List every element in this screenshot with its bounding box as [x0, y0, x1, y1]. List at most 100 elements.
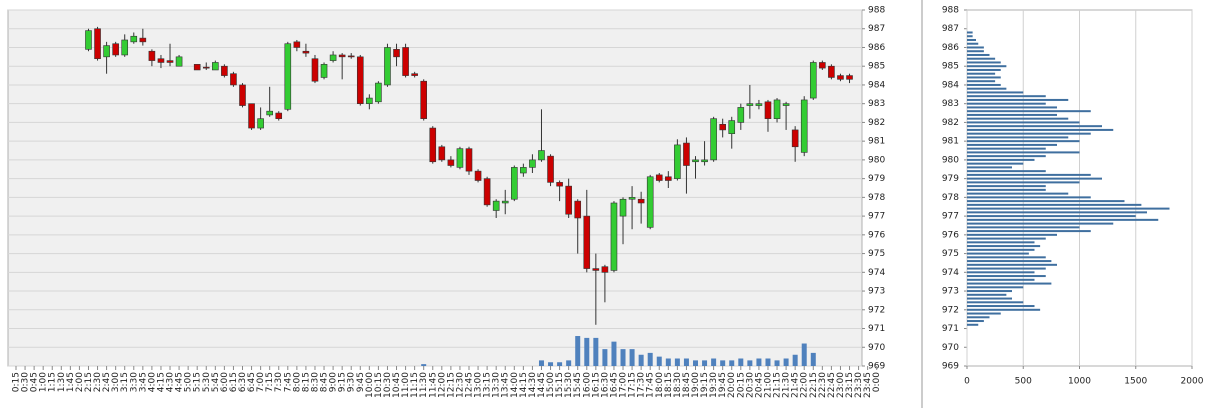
- profile-bar: [967, 181, 1080, 184]
- y-tick-label: 986: [868, 43, 885, 53]
- y-tick-label: 979: [868, 174, 885, 184]
- candle-body: [791, 129, 799, 148]
- y-tick-label: 987: [868, 24, 885, 34]
- volume-bar: [756, 358, 762, 366]
- candle-body: [547, 155, 554, 183]
- x-tick-label: 7:15: [265, 372, 275, 392]
- candle-body: [782, 103, 790, 106]
- profile-bar: [967, 95, 1046, 98]
- candle-body: [420, 80, 428, 119]
- x-tick-label: 3:45: [138, 372, 148, 392]
- x-tick-label: 16:30: [600, 372, 610, 398]
- y-tick-label: 973: [942, 287, 959, 297]
- x-tick-label: 0:00: [872, 372, 882, 392]
- candle-body: [556, 182, 563, 187]
- candle-body: [456, 148, 464, 168]
- candle-body: [483, 178, 491, 206]
- profile-bar: [967, 117, 1069, 120]
- x-tick-label: 15:45: [573, 372, 583, 398]
- x-tick-label: 10:30: [383, 372, 393, 398]
- x-tick-label: 10:15: [374, 372, 384, 398]
- x-tick-label: 1:45: [66, 372, 76, 392]
- y-tick-label: 982: [942, 118, 959, 128]
- x-tick-label: 14:45: [537, 372, 547, 398]
- candle-body: [212, 62, 219, 71]
- candle-body: [710, 118, 717, 161]
- x-tick-label: 4:30: [166, 372, 176, 392]
- profile-bar: [967, 252, 1029, 255]
- volume-bar: [638, 354, 644, 366]
- x-tick-label: 6:00: [220, 372, 230, 392]
- x-tick-label: 12:00: [437, 372, 447, 398]
- x-tick-label: 9:45: [356, 372, 366, 392]
- y-tick-label: 978: [942, 193, 959, 203]
- y-tick-label: 974: [868, 268, 885, 278]
- x-tick-label: 2:30: [93, 372, 103, 392]
- profile-bar: [967, 46, 984, 49]
- x-tick-label: 12:15: [446, 372, 456, 398]
- profile-bar: [967, 53, 990, 56]
- profile-bar: [967, 241, 1035, 244]
- x-tick-label: 10:00: [365, 372, 375, 398]
- x-tick-label: 19:45: [718, 372, 728, 398]
- candle-body: [239, 84, 246, 106]
- profile-bar: [967, 31, 973, 34]
- x-tick-label: 11:15: [410, 372, 420, 398]
- x-tick-label: 2000: [1181, 377, 1204, 387]
- volume-bar: [566, 360, 572, 366]
- profile-bar: [967, 76, 1001, 79]
- profile-bar: [967, 151, 1080, 154]
- profile-bar: [967, 147, 1046, 150]
- candle-body: [501, 200, 509, 204]
- candle-body: [637, 198, 645, 204]
- y-tick-label: 969: [942, 362, 959, 372]
- volume-bar: [693, 360, 698, 366]
- volume-bar: [421, 364, 427, 366]
- profile-bar: [967, 267, 1046, 270]
- volume-bar: [629, 349, 635, 366]
- x-tick-label: 1:30: [57, 372, 67, 392]
- candle-body: [166, 60, 174, 63]
- x-tick-label: 19:00: [691, 372, 701, 398]
- volume-bar: [729, 360, 735, 366]
- x-tick-label: 4:45: [175, 372, 185, 392]
- candle-body: [655, 174, 663, 181]
- profile-bar: [967, 158, 1035, 161]
- profile-bar: [967, 323, 979, 326]
- profile-bar: [967, 61, 1001, 64]
- candle-body: [366, 97, 373, 104]
- candle-body: [193, 64, 201, 71]
- candle-body: [755, 103, 763, 106]
- candle-body: [338, 54, 346, 58]
- candle-body: [320, 64, 328, 78]
- profile-bar: [967, 316, 990, 319]
- x-tick-label: 22:00: [800, 372, 810, 398]
- profile-bar: [967, 286, 1024, 289]
- y-tick-label: 971: [868, 324, 885, 334]
- candle-body: [800, 99, 808, 153]
- profile-bar: [967, 312, 1001, 315]
- candle-body: [293, 41, 301, 48]
- profile-bar: [967, 65, 1007, 68]
- x-tick-label: 22:30: [818, 372, 828, 398]
- profile-bar: [967, 57, 996, 60]
- candle-body: [311, 58, 319, 82]
- x-tick-label: 4:00: [147, 372, 157, 392]
- candle-body: [329, 54, 337, 61]
- x-tick-label: 19:30: [709, 372, 719, 398]
- x-tick-label: 2:00: [75, 372, 85, 392]
- volume-bar: [584, 337, 590, 366]
- profile-bar: [967, 170, 1046, 173]
- candle-body: [202, 66, 210, 69]
- profile-bar: [967, 98, 1069, 101]
- profile-bar: [967, 50, 984, 53]
- x-tick-label: 13:30: [492, 372, 502, 398]
- x-tick-label: 11:30: [419, 372, 429, 398]
- profile-bar: [967, 226, 1080, 229]
- volume-bar: [774, 360, 780, 366]
- volume-bar: [747, 360, 753, 366]
- x-tick-label: 8:00: [292, 372, 302, 392]
- x-tick-label: 11:00: [401, 372, 411, 398]
- volume-bar: [801, 343, 807, 366]
- candle-body: [520, 167, 527, 174]
